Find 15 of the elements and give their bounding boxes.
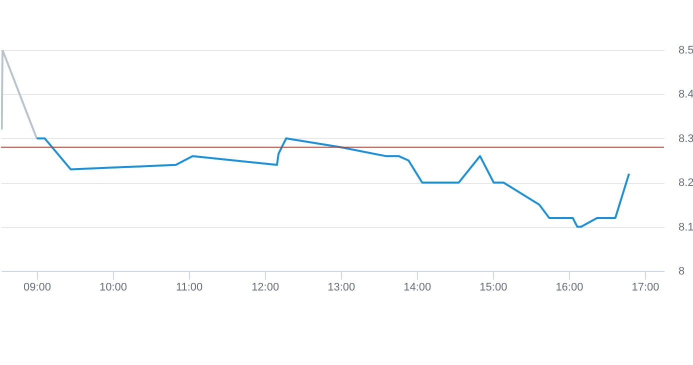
y-tick-label: 8.1 xyxy=(678,221,693,234)
x-tick-label: 14:00 xyxy=(404,282,432,294)
x-tick-label: 13:00 xyxy=(328,282,356,294)
y-tick-label: 8.2 xyxy=(678,177,693,190)
y-tick-label: 8 xyxy=(678,266,685,278)
x-tick-label: 15:00 xyxy=(480,282,508,294)
x-tick-label: 16:00 xyxy=(556,282,584,294)
x-tick-label: 10:00 xyxy=(100,282,128,294)
x-tick-label: 12:00 xyxy=(252,282,280,294)
line-series xyxy=(36,137,630,228)
y-tick-label: 8.3 xyxy=(678,132,693,145)
x-tick-label: 17:00 xyxy=(632,282,660,294)
x-tick-label: 09:00 xyxy=(23,282,51,294)
x-tick-label: 11:00 xyxy=(176,282,203,294)
y-tick-label: 8.5 xyxy=(678,44,693,56)
